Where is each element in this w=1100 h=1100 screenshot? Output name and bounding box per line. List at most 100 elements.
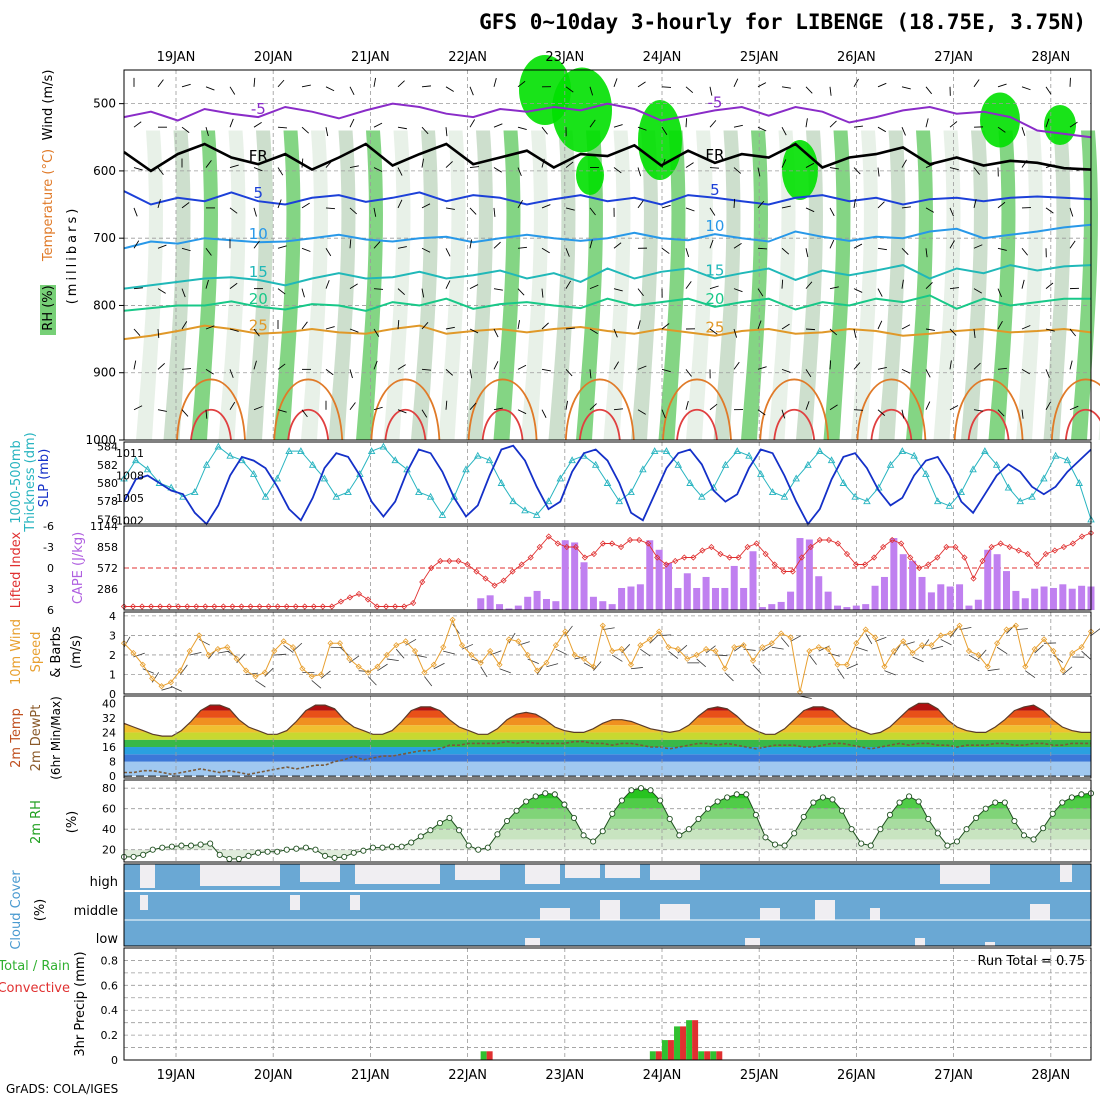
rh-point — [676, 832, 683, 839]
wind-speed-point — [937, 632, 944, 639]
wind-barb — [565, 248, 570, 257]
wind-barb — [637, 126, 647, 131]
wind-barb — [133, 287, 144, 290]
rh-shade — [576, 130, 603, 440]
wind-barb — [901, 409, 905, 419]
isotherm-line — [123, 142, 1092, 173]
wind-speed-point — [318, 671, 325, 678]
ylabel-wind10m: 10m Wind — [9, 619, 24, 685]
wind-barb — [205, 368, 214, 375]
rh-shade — [411, 130, 438, 440]
warm-isotherm — [384, 409, 427, 441]
wind-barb — [901, 86, 911, 90]
wind-barb — [229, 207, 238, 214]
isotherm-label: 5 — [710, 181, 720, 199]
wind-barb — [685, 86, 694, 94]
wind-barb-10m — [968, 654, 980, 662]
rh-point — [666, 815, 673, 823]
warm-isotherm — [1064, 409, 1100, 441]
wind-barb — [997, 367, 1007, 370]
thickness-point — [143, 465, 152, 473]
thickness-point — [521, 506, 529, 514]
wind-barb — [973, 244, 983, 249]
li-point — [753, 540, 760, 547]
cape-bar — [608, 604, 616, 610]
thickness-point — [214, 442, 223, 450]
wind-tick: 2 — [109, 649, 116, 662]
li-point — [428, 564, 435, 572]
wind-barb — [973, 79, 980, 88]
wind-barb-10m — [987, 668, 1000, 672]
isotherm-line — [123, 294, 1091, 312]
wind-barb — [757, 288, 764, 297]
wind-barb — [805, 401, 810, 410]
date-label-bottom: 23JAN — [545, 1068, 584, 1083]
wind-speed-point — [242, 667, 250, 674]
thickness-point — [733, 447, 741, 455]
ytick-label: 800 — [93, 298, 116, 312]
wind-speed-point — [1022, 663, 1029, 670]
cape-bar — [909, 560, 917, 610]
wind-barb — [397, 199, 403, 209]
date-label-bottom: 22JAN — [448, 1068, 487, 1083]
wind-barb — [997, 201, 1006, 209]
wind-barb-10m — [874, 636, 887, 642]
li-point — [518, 561, 525, 568]
wind-speed-point — [1078, 644, 1085, 651]
li-point — [979, 557, 986, 565]
wind-speed-point — [289, 644, 297, 651]
rh-shade — [163, 130, 191, 440]
rh-point — [570, 814, 578, 821]
wind-speed-point — [825, 646, 832, 653]
wind-barb-10m — [940, 639, 952, 646]
li-point — [220, 603, 227, 610]
wind-barb-10m — [1015, 628, 1028, 631]
wind-barb-10m — [123, 636, 131, 648]
wind-barb — [877, 82, 887, 88]
rh-point — [216, 851, 223, 858]
warm-isotherm — [370, 378, 441, 441]
thickness-point — [674, 460, 683, 468]
wind-barb-10m — [236, 653, 245, 664]
wind-barb — [877, 247, 887, 251]
rh-shade — [493, 130, 521, 440]
rh-point — [254, 849, 262, 856]
li-point — [627, 536, 634, 544]
wind-speed-point — [158, 683, 165, 690]
cape-bar — [815, 576, 823, 610]
date-label-top: 21JAN — [351, 50, 390, 65]
wind-speed-point — [759, 644, 766, 651]
li-point — [401, 603, 408, 610]
thickness-point — [650, 447, 659, 455]
cloud-gap — [600, 900, 620, 920]
thickness-point — [497, 479, 506, 486]
wind-barb-10m — [696, 658, 707, 668]
rh-point — [762, 834, 769, 841]
wind-barb — [613, 361, 620, 370]
wind-barb — [757, 167, 761, 177]
ylabel-rh-unit: (%) — [65, 811, 80, 834]
wind-barb — [205, 127, 209, 136]
rh-bands — [124, 788, 1091, 859]
cape-bar — [1040, 586, 1048, 610]
wind-barb — [781, 409, 786, 419]
wind-barb — [613, 78, 618, 87]
wind-barb — [181, 126, 190, 133]
cape-bar — [683, 573, 691, 610]
ylabel-rh: RH (%) — [41, 285, 56, 330]
wind-barb — [949, 207, 954, 217]
li-point — [509, 568, 516, 575]
wind-barb — [493, 288, 503, 291]
wind-barb — [205, 325, 215, 330]
thickness-line — [123, 445, 1092, 520]
wind-barb — [445, 161, 453, 168]
wind-barb — [349, 86, 355, 96]
cape-tick: 286 — [97, 583, 118, 596]
wind-barb — [973, 199, 977, 209]
wind-barb — [901, 206, 911, 209]
thickness-point — [1016, 497, 1024, 505]
temp-band — [124, 732, 1091, 740]
rh-point — [819, 794, 826, 801]
temp-tick: 24 — [102, 726, 116, 739]
li-point — [617, 543, 625, 551]
